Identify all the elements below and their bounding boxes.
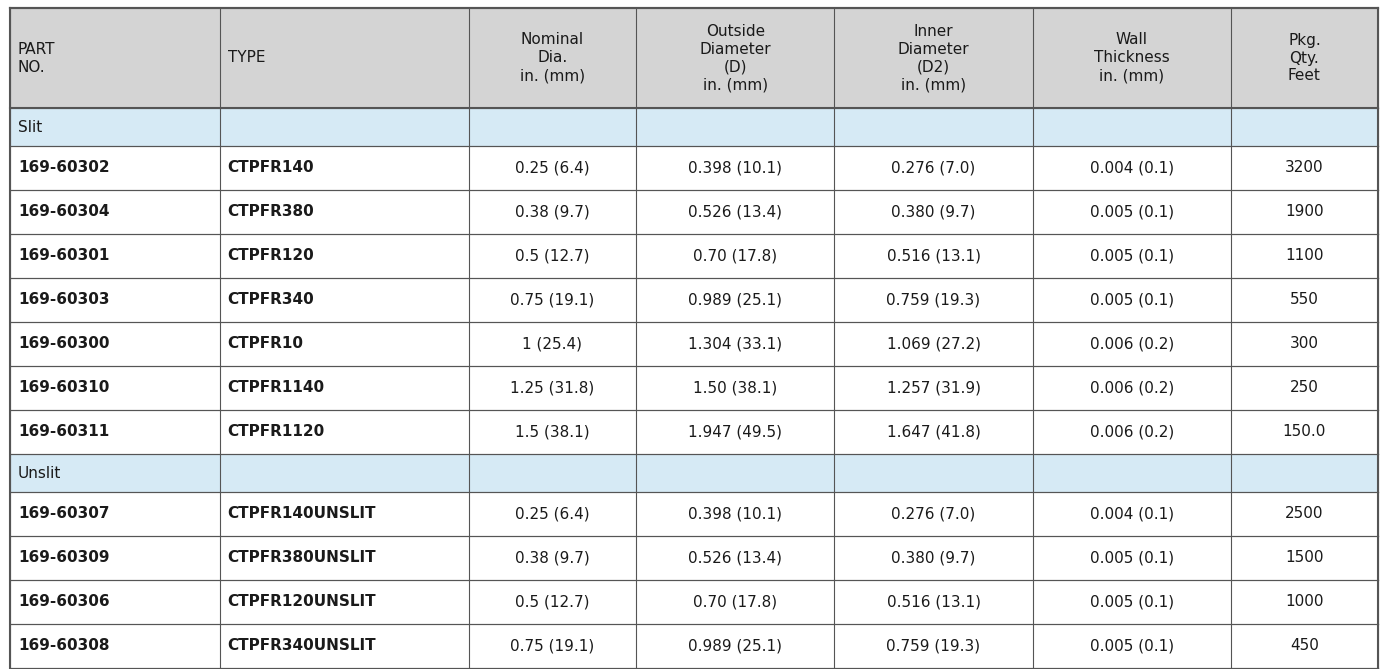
Text: 0.005 (0.1): 0.005 (0.1): [1090, 638, 1174, 654]
Bar: [636, 668, 834, 669]
Text: 0.006 (0.2): 0.006 (0.2): [1090, 381, 1174, 395]
Bar: [636, 190, 834, 234]
Text: 1500: 1500: [1285, 551, 1324, 565]
Bar: [834, 492, 1033, 536]
Text: 169-60310: 169-60310: [18, 381, 110, 395]
Bar: [834, 536, 1033, 580]
Bar: [10, 146, 219, 190]
Text: 0.25 (6.4): 0.25 (6.4): [515, 506, 590, 522]
Text: 0.5 (12.7): 0.5 (12.7): [515, 595, 590, 609]
Text: Slit: Slit: [18, 120, 42, 134]
Bar: [219, 190, 469, 234]
Bar: [10, 454, 1378, 492]
Bar: [10, 278, 219, 322]
Text: 1 (25.4): 1 (25.4): [522, 337, 583, 351]
Bar: [469, 190, 636, 234]
Text: 0.380 (9.7): 0.380 (9.7): [891, 205, 976, 219]
Text: 1.5 (38.1): 1.5 (38.1): [515, 425, 590, 440]
Text: 0.75 (19.1): 0.75 (19.1): [511, 292, 594, 308]
Bar: [834, 278, 1033, 322]
Text: 0.989 (25.1): 0.989 (25.1): [688, 638, 783, 654]
Text: 1.647 (41.8): 1.647 (41.8): [887, 425, 980, 440]
Bar: [219, 278, 469, 322]
Bar: [10, 410, 219, 454]
Text: Nominal
Dia.
in. (mm): Nominal Dia. in. (mm): [520, 33, 584, 84]
Text: 0.70 (17.8): 0.70 (17.8): [693, 595, 777, 609]
Text: 0.004 (0.1): 0.004 (0.1): [1090, 161, 1174, 175]
Bar: [834, 580, 1033, 624]
Text: Pkg.
Qty.
Feet: Pkg. Qty. Feet: [1288, 33, 1321, 84]
Bar: [10, 580, 219, 624]
Text: 1.069 (27.2): 1.069 (27.2): [887, 337, 980, 351]
Text: 0.006 (0.2): 0.006 (0.2): [1090, 337, 1174, 351]
Bar: [834, 146, 1033, 190]
Bar: [1033, 190, 1231, 234]
Text: CTPFR340: CTPFR340: [228, 292, 314, 308]
Bar: [1231, 580, 1378, 624]
Text: 1900: 1900: [1285, 205, 1324, 219]
Bar: [1231, 278, 1378, 322]
Bar: [219, 8, 469, 108]
Text: 0.75 (19.1): 0.75 (19.1): [511, 638, 594, 654]
Bar: [834, 8, 1033, 108]
Text: CTPFR10: CTPFR10: [228, 337, 304, 351]
Bar: [10, 190, 219, 234]
Bar: [469, 624, 636, 668]
Text: 169-60309: 169-60309: [18, 551, 110, 565]
Bar: [469, 668, 636, 669]
Bar: [1033, 580, 1231, 624]
Text: CTPFR380: CTPFR380: [228, 205, 314, 219]
Text: 2500: 2500: [1285, 506, 1324, 522]
Bar: [636, 278, 834, 322]
Bar: [1231, 322, 1378, 366]
Bar: [219, 536, 469, 580]
Bar: [1231, 234, 1378, 278]
Bar: [1033, 234, 1231, 278]
Bar: [834, 366, 1033, 410]
Text: 0.005 (0.1): 0.005 (0.1): [1090, 205, 1174, 219]
Bar: [469, 536, 636, 580]
Bar: [1231, 190, 1378, 234]
Text: CTPFR380UNSLIT: CTPFR380UNSLIT: [228, 551, 376, 565]
Text: CTPFR140UNSLIT: CTPFR140UNSLIT: [228, 506, 376, 522]
Text: 169-60307: 169-60307: [18, 506, 110, 522]
Bar: [219, 492, 469, 536]
Bar: [1033, 366, 1231, 410]
Text: 0.526 (13.4): 0.526 (13.4): [688, 551, 783, 565]
Bar: [219, 322, 469, 366]
Text: 169-60311: 169-60311: [18, 425, 110, 440]
Bar: [469, 410, 636, 454]
Bar: [1231, 492, 1378, 536]
Text: 1000: 1000: [1285, 595, 1324, 609]
Text: 169-60303: 169-60303: [18, 292, 110, 308]
Bar: [834, 322, 1033, 366]
Text: 150.0: 150.0: [1283, 425, 1326, 440]
Text: 450: 450: [1289, 638, 1319, 654]
Bar: [636, 322, 834, 366]
Text: 1.50 (38.1): 1.50 (38.1): [693, 381, 777, 395]
Text: 0.516 (13.1): 0.516 (13.1): [887, 248, 980, 264]
Bar: [10, 492, 219, 536]
Bar: [219, 624, 469, 668]
Bar: [636, 146, 834, 190]
Bar: [469, 366, 636, 410]
Bar: [219, 668, 469, 669]
Bar: [219, 146, 469, 190]
Text: 0.989 (25.1): 0.989 (25.1): [688, 292, 783, 308]
Text: CTPFR1140: CTPFR1140: [228, 381, 325, 395]
Bar: [834, 410, 1033, 454]
Text: 3200: 3200: [1285, 161, 1324, 175]
Bar: [10, 8, 219, 108]
Text: 0.006 (0.2): 0.006 (0.2): [1090, 425, 1174, 440]
Bar: [219, 366, 469, 410]
Bar: [10, 322, 219, 366]
Bar: [10, 234, 219, 278]
Bar: [636, 624, 834, 668]
Bar: [1033, 146, 1231, 190]
Text: CTPFR120UNSLIT: CTPFR120UNSLIT: [228, 595, 376, 609]
Text: 0.38 (9.7): 0.38 (9.7): [515, 205, 590, 219]
Text: Inner
Diameter
(D2)
in. (mm): Inner Diameter (D2) in. (mm): [898, 23, 969, 92]
Bar: [219, 410, 469, 454]
Bar: [219, 580, 469, 624]
Text: 300: 300: [1289, 337, 1319, 351]
